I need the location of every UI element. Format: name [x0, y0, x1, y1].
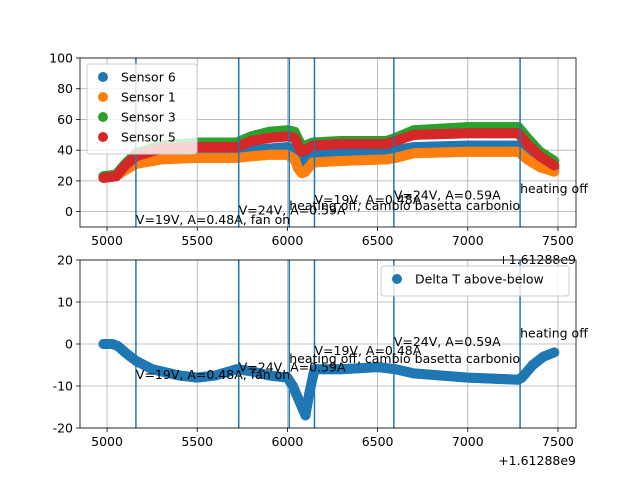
x-tick-label: 6500 — [362, 233, 394, 248]
annotation-label: heating off — [520, 326, 588, 341]
y-tick-label: 60 — [57, 112, 73, 127]
x-tick-label: 5500 — [181, 434, 213, 449]
annotation-label: V=19V, A=0.48A, fan on — [136, 367, 290, 382]
top-chart: V=19V, A=0.48A, fan onV=24V, A=0.59Aheat… — [49, 51, 588, 268]
legend-marker — [392, 274, 402, 284]
legend-label: Sensor 5 — [121, 130, 176, 145]
y-tick-label: 20 — [57, 173, 73, 188]
plot-area — [98, 339, 560, 421]
y-tick-label: 0 — [65, 204, 73, 219]
x-tick-label: 7000 — [452, 434, 484, 449]
legend: Delta T above-below — [380, 265, 570, 297]
x-tick-label: 6500 — [362, 434, 394, 449]
annotation-label: heating off — [520, 181, 588, 196]
y-tick-label: 40 — [57, 143, 73, 158]
plot-area — [98, 122, 560, 183]
x-tick-label: 5000 — [91, 233, 123, 248]
legend-label: Sensor 6 — [121, 70, 176, 85]
annotation-label: V=24V, A=0.59A — [239, 203, 346, 218]
legend-label: Sensor 1 — [121, 90, 176, 105]
legend-box — [380, 265, 570, 297]
legend-label: Delta T above-below — [415, 272, 544, 287]
x-tick-label: 7500 — [542, 434, 574, 449]
y-tick-label: 10 — [57, 295, 73, 310]
legend-marker — [98, 92, 108, 102]
legend-marker — [98, 132, 108, 142]
y-tick-label: 0 — [65, 337, 73, 352]
annotation-label: V=24V, A=0.59A — [239, 359, 346, 374]
axes-frame — [79, 57, 577, 228]
y-tick-label: 20 — [57, 253, 73, 268]
data-point — [547, 159, 558, 170]
x-tick-label: 7000 — [452, 233, 484, 248]
annotation-label: V=19V, A=0.48A — [314, 343, 421, 358]
legend-label: Sensor 3 — [121, 110, 176, 125]
legend-box — [86, 63, 198, 155]
data-point — [547, 347, 558, 358]
annotation-label: heating off, cambio basetta carbonio — [289, 351, 520, 366]
y-tick-label: -20 — [53, 421, 73, 436]
y-tick-label: -10 — [53, 379, 73, 394]
y-tick-label: 100 — [49, 51, 73, 66]
x-tick-label: 5000 — [91, 434, 123, 449]
annotation-label: heating off, cambio basetta carbonio — [289, 198, 520, 213]
series-0 — [98, 339, 560, 421]
legend: Sensor 6 Sensor 1 Sensor 3 Sensor 5 — [86, 63, 198, 155]
series-3 — [98, 128, 560, 183]
x-tick-label: 5500 — [181, 233, 213, 248]
x-tick-label: 6000 — [272, 434, 304, 449]
annotation-label: V=19V, A=0.48A — [314, 192, 421, 207]
data-point — [305, 382, 316, 393]
annotation-label: V=24V, A=0.59A — [394, 187, 501, 202]
series-1 — [98, 146, 560, 183]
y-tick-label: 80 — [57, 81, 73, 96]
bottom-chart: V=19V, A=0.48A, fan onV=24V, A=0.59Aheat… — [53, 253, 589, 469]
data-point — [300, 410, 311, 421]
x-tick-label: 6000 — [272, 233, 304, 248]
annotation-label: V=19V, A=0.48A, fan on — [136, 212, 290, 227]
legend-marker — [98, 112, 108, 122]
x-offset-label: +1.61288e9 — [498, 252, 576, 267]
data-point — [302, 395, 313, 406]
x-tick-label: 7500 — [542, 233, 574, 248]
x-offset-label: +1.61288e9 — [498, 453, 576, 468]
legend-marker — [98, 72, 108, 82]
annotation-label: V=24V, A=0.59A — [394, 334, 501, 349]
